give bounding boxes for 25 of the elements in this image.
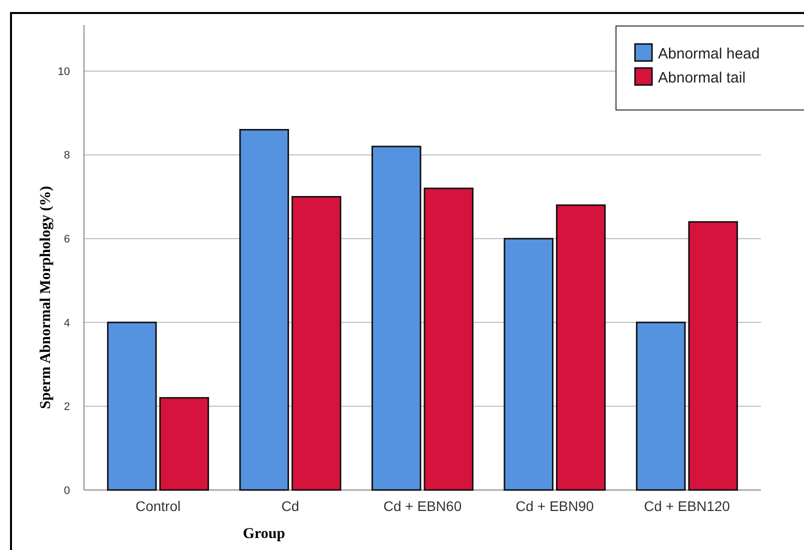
y-tick-label: 8 [64, 150, 70, 162]
x-tick-label: Control [135, 498, 181, 514]
bar [239, 128, 290, 491]
bar [372, 146, 422, 491]
y-tick-label: 0 [64, 484, 70, 497]
y-tick-label: 4 [64, 317, 70, 330]
y-axis-title: Sperm Abnormal Morphology (%) [38, 186, 54, 409]
bar [292, 196, 342, 491]
y-tick-label: 2 [64, 401, 70, 414]
x-tick-label: Cd + EBN60 [383, 498, 462, 514]
bar [636, 322, 686, 491]
x-axis-title: Group [242, 526, 286, 542]
legend-label: Abnormal head [658, 45, 760, 62]
x-tick-label: Cd + EBN120 [644, 498, 730, 514]
x-tick-label: Cd + EBN90 [516, 498, 594, 514]
y-tick-label: 10 [58, 66, 70, 78]
y-tick-label: 6 [64, 234, 70, 246]
bar [424, 188, 474, 491]
bar [159, 397, 210, 491]
bar [107, 322, 157, 491]
legend-label: Abnormal tail [658, 69, 746, 86]
x-tick-label: Cd [281, 498, 300, 514]
bar [688, 221, 738, 491]
bar [504, 238, 554, 491]
bar [556, 204, 606, 491]
